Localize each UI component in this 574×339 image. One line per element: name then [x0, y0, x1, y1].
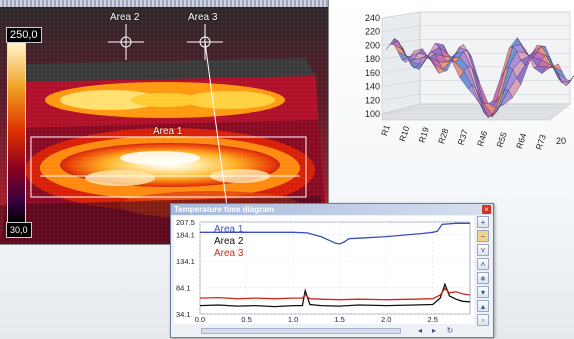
x-tick-label: 2.5 — [428, 315, 438, 324]
settings-icon[interactable]: ∗ — [477, 272, 489, 284]
square-icon[interactable]: ▫ — [477, 314, 489, 326]
series-line-area1 — [200, 222, 470, 245]
y-tick-label: 34.1 — [176, 310, 191, 319]
surface-y-tick: 180 — [365, 54, 380, 64]
surface-y-tick: 100 — [365, 109, 380, 119]
legend-area3: Area 3 — [214, 248, 244, 259]
thermal-image-view[interactable]: 250,0 30,0 Area 2 Area 3 Area 1 — [0, 0, 329, 245]
area-2-label: Area 2 — [110, 12, 140, 23]
window-titlebar[interactable]: Temperature time diagram — [171, 204, 493, 215]
area-2-crosshair[interactable] — [116, 32, 136, 52]
x-tick-label: 2.0 — [381, 315, 391, 324]
thermal-scene — [0, 0, 328, 244]
area-3-crosshair[interactable] — [195, 32, 215, 52]
surface-row-label: R73 — [534, 133, 548, 151]
x-tick-label: 0.5 — [241, 315, 251, 324]
chevron-down-icon[interactable]: ˅ — [477, 244, 489, 256]
y-tick-label: 84.1 — [176, 283, 191, 292]
area-3-label: Area 3 — [188, 12, 218, 23]
diagram-bottom-bar: ◂ ▸ ↻ — [201, 326, 491, 336]
x-tick-label: 0.0 — [195, 315, 205, 324]
surface-row-label: R10 — [397, 124, 411, 142]
y-tick-label: 184.1 — [176, 230, 195, 239]
scale-max-label: 250,0 — [6, 27, 42, 43]
temperature-time-diagram-window[interactable]: Temperature time diagram × 207.5 184.1 134… — [170, 203, 494, 338]
arrow-up-icon[interactable]: ▴ — [477, 300, 489, 312]
depth-axis-label: 20 — [556, 136, 566, 146]
diagram-side-toolbar: + − ˅ ˄ ∗ ▾ ▴ ▫ — [477, 216, 491, 336]
surface-row-label: R46 — [475, 129, 489, 147]
area-1-region[interactable] — [31, 137, 306, 197]
chevron-up-icon[interactable]: ˄ — [477, 258, 489, 270]
surface-y-tick: 220 — [365, 27, 380, 37]
surface-row-label: R37 — [456, 128, 470, 146]
legend-area2: Area 2 — [214, 236, 244, 247]
arrow-down-icon[interactable]: ▾ — [477, 286, 489, 298]
legend-area1: Area 1 — [214, 224, 244, 235]
x-tick-label: 1.0 — [288, 315, 298, 324]
window-title: Temperature time diagram — [174, 205, 274, 214]
surface-y-tick: 240 — [365, 13, 380, 23]
surface-3d-chart: 240 220 200 180 160 140 120 100 R1 R10 R19 R28 R37 R… — [365, 11, 574, 151]
temperature-line-chart[interactable]: 207.5 184.1 134.1 84.1 34.1 0.0 0.5 1.0 1.5 2.0 2… — [174, 216, 474, 324]
arrow-right-icon[interactable]: ▸ — [431, 326, 436, 335]
horizontal-scrollbar[interactable] — [201, 328, 401, 334]
y-tick-label: 207.5 — [176, 218, 195, 227]
arrow-left-icon[interactable]: ◂ — [417, 326, 422, 335]
close-icon[interactable]: × — [482, 205, 491, 214]
temperature-color-scale — [7, 30, 26, 224]
surface-row-label: R28 — [436, 127, 450, 145]
surface-row-label: R55 — [495, 130, 509, 148]
series-line-area3 — [199, 287, 471, 301]
surface-row-label: R19 — [417, 126, 431, 144]
scale-min-label: 30,0 — [6, 222, 32, 238]
surface-y-tick: 160 — [365, 68, 380, 78]
thermal-toolbar-strip — [0, 0, 328, 7]
y-tick-label: 134.1 — [176, 257, 195, 266]
refresh-icon[interactable]: ↻ — [446, 326, 454, 335]
zoom-in-icon[interactable]: + — [477, 216, 489, 228]
area-1-label: Area 1 — [153, 126, 183, 137]
zoom-out-icon[interactable]: − — [477, 230, 489, 242]
surface-y-tick: 140 — [365, 82, 380, 92]
surface-row-label: R1 — [379, 123, 392, 137]
surface-row-label: R64 — [514, 132, 528, 150]
surface-y-tick: 120 — [365, 95, 380, 105]
surface-y-tick: 200 — [365, 40, 380, 50]
x-tick-label: 1.5 — [334, 315, 344, 324]
